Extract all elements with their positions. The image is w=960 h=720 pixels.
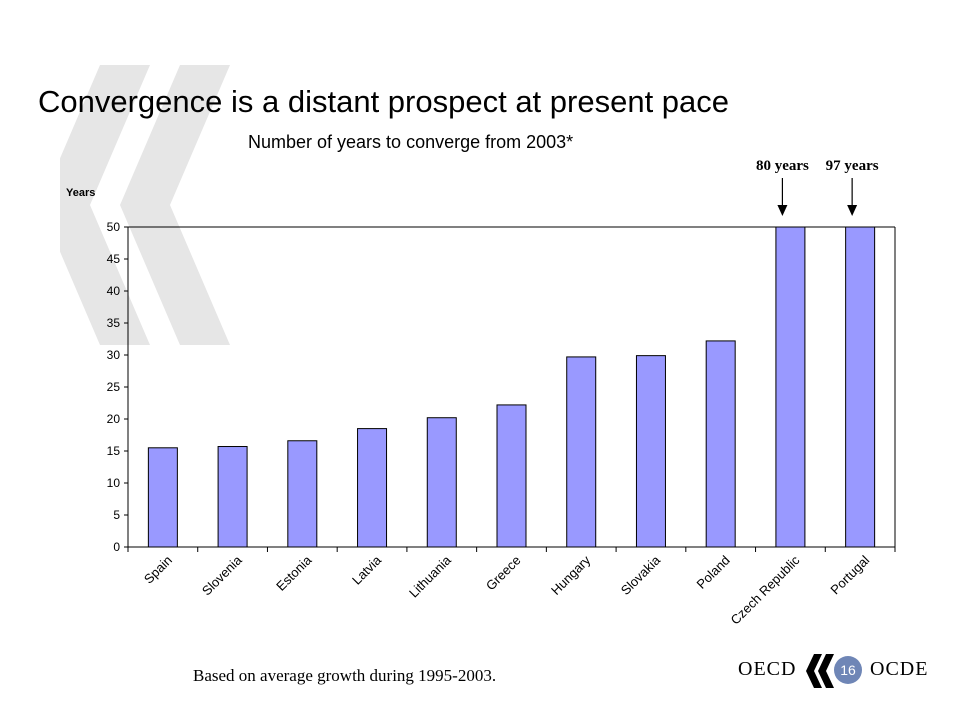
x-tick-label: Hungary (548, 552, 594, 598)
bar (287, 440, 318, 548)
page-number-badge: 16 (834, 656, 862, 684)
bar (426, 417, 457, 548)
ocde-brand-text: OCDE (870, 658, 929, 680)
oecd-logo-icon (806, 654, 834, 688)
slide-title: Convergence is a distant prospect at pre… (38, 84, 730, 119)
annotation-arrow-head (777, 205, 788, 216)
oecd-brand-text: OECD (738, 658, 797, 680)
y-tick-label: 40 (107, 284, 121, 298)
y-tick-label: 20 (107, 412, 121, 426)
bar (496, 404, 527, 548)
y-tick-label: 35 (107, 316, 121, 330)
chart-title: Number of years to converge from 2003* (248, 132, 574, 152)
x-tick-label: Estonia (273, 552, 315, 594)
y-tick-label: 30 (107, 348, 121, 362)
bar (775, 226, 806, 548)
bar (705, 340, 736, 548)
x-tick-label: Greece (483, 553, 524, 594)
y-tick-label: 50 (107, 220, 121, 234)
oecd-watermark-icon (60, 65, 230, 345)
y-tick-label: 10 (107, 476, 121, 490)
annotation-arrow-head (847, 205, 858, 216)
footnote: Based on average growth during 1995-2003… (193, 666, 497, 685)
bar (845, 226, 876, 548)
y-tick-label: 15 (107, 444, 121, 458)
annotation-label: 80 years (756, 158, 809, 174)
bar (566, 356, 597, 548)
y-tick-label: 25 (107, 380, 121, 394)
x-tick-label: Slovakia (618, 552, 664, 598)
x-tick-label: Czech Republic (728, 552, 803, 627)
bar (217, 446, 248, 548)
bar (147, 447, 178, 548)
x-tick-label: Spain (141, 553, 175, 587)
x-tick-label: Latvia (349, 552, 385, 588)
y-axis-label: Years (66, 187, 95, 199)
y-tick-label: 5 (113, 508, 120, 522)
x-tick-label: Lithuania (406, 552, 454, 600)
bar (357, 428, 388, 548)
y-tick-label: 45 (107, 252, 121, 266)
x-tick-label: Slovenia (199, 552, 245, 598)
x-tick-label: Poland (694, 553, 733, 592)
bar (635, 355, 666, 548)
x-tick-label: Portugal (827, 552, 872, 597)
annotation-label: 97 years (826, 158, 879, 174)
y-tick-label: 0 (113, 540, 120, 554)
